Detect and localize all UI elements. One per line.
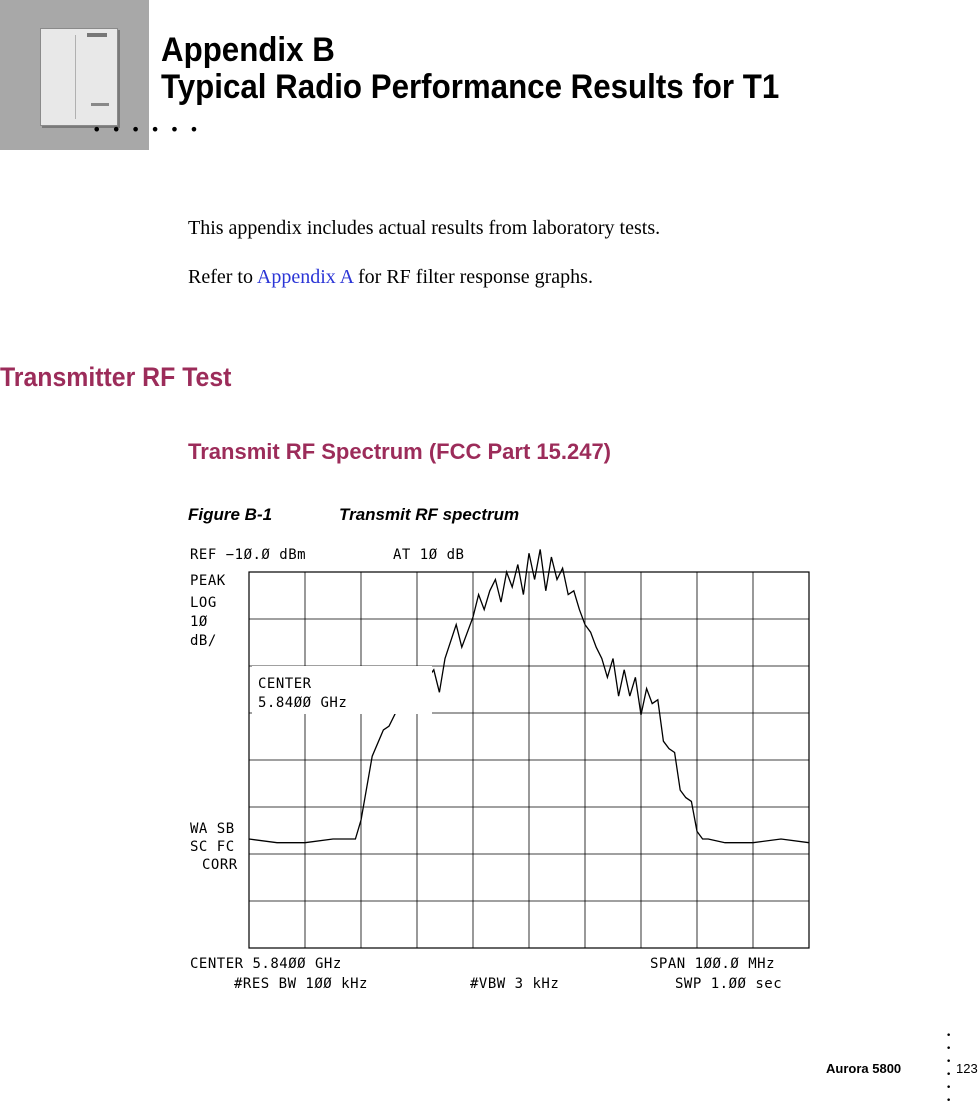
refer-suffix: for RF filter response graphs. (353, 266, 593, 288)
res-bw-label: #RES BW 1ØØ kHz (234, 976, 368, 992)
scale-value-label: 1Ø (190, 614, 208, 630)
section-heading: Transmitter RF Test (0, 362, 232, 392)
center-annotation-label: CENTER (258, 676, 312, 692)
status-label-1: WA SB (190, 821, 235, 837)
center-frequency-label: CENTER 5.84ØØ GHz (190, 956, 342, 972)
figure-title: Transmit RF spectrum (339, 505, 520, 524)
sweep-label: SWP 1.ØØ sec (675, 976, 782, 992)
vbw-label: #VBW 3 kHz (470, 976, 559, 992)
footer-product: Aurora 5800 (826, 1061, 902, 1076)
detector-mode-label: PEAK (190, 573, 226, 589)
subsection-heading: Transmit RF Spectrum (FCC Part 15.247) (188, 439, 612, 464)
radio-unit-image (40, 28, 118, 126)
refer-prefix: Refer to (188, 266, 257, 288)
center-annotation-value: 5.84ØØ GHz (258, 695, 347, 711)
refer-paragraph: Refer to Appendix A for RF filter respon… (188, 266, 593, 289)
status-label-3: CORR (202, 857, 238, 873)
scale-unit-label: dB/ (190, 633, 217, 649)
spectrum-analyzer-plot: REF −1Ø.Ø dBm AT 1Ø dB PEAK LOG 1Ø dB/ C… (190, 547, 810, 992)
plot-grid (248, 571, 810, 949)
center-annotation-box (252, 666, 432, 714)
decorative-dots: •••••• (92, 120, 209, 139)
status-label-2: SC FC (190, 839, 235, 855)
span-label: SPAN 1ØØ.Ø MHz (650, 956, 775, 972)
footer-dots: • • • • • • (946, 1031, 952, 1106)
figure-caption: Figure B-1 Transmit RF spectrum (188, 505, 519, 525)
intro-paragraph: This appendix includes actual results fr… (188, 217, 661, 239)
page-number: 123 (956, 1061, 978, 1076)
chapter-heading: Appendix B Typical Radio Performance Res… (161, 32, 779, 106)
appendix-label: Appendix B (161, 31, 335, 69)
scale-type-label: LOG (190, 595, 217, 611)
figure-number: Figure B-1 (188, 505, 273, 524)
chapter-thumbnail: •••••• (0, 0, 199, 150)
ref-level-label: REF −1Ø.Ø dBm (190, 547, 306, 563)
appendix-a-link[interactable]: Appendix A (256, 266, 353, 288)
appendix-title: Typical Radio Performance Results for T1 (161, 68, 780, 106)
attenuation-label: AT 1Ø dB (393, 547, 464, 563)
